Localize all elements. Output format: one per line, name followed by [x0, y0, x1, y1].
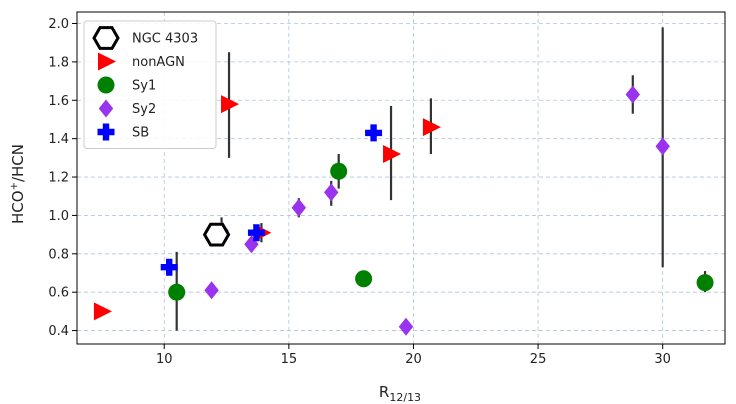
y-tick-label: 2.0	[48, 17, 69, 32]
plot-area-frame	[76, 11, 726, 345]
sb-point	[247, 224, 265, 242]
sy1-point	[168, 283, 186, 301]
legend-label-sy1: Sy1	[132, 79, 156, 94]
sb-point	[365, 124, 383, 142]
x-tick-label: 30	[654, 352, 671, 367]
y-tick-label: 1.4	[48, 132, 69, 147]
legend-marker-sb	[97, 123, 115, 141]
y-tick-label: 1.8	[48, 55, 69, 70]
y-tick-label: 1.2	[48, 171, 69, 186]
sy2-point	[398, 317, 414, 336]
x-tick-label: 25	[530, 352, 547, 367]
nonagn-point	[93, 302, 112, 321]
nonagn-point	[383, 145, 402, 164]
nonagn-point	[221, 95, 240, 114]
sy1-point	[330, 162, 348, 180]
legend-marker-ngc-4303	[92, 26, 120, 50]
sy2-point	[291, 198, 307, 217]
legend-label-nonagn: nonAGN	[132, 55, 185, 70]
sy2-point	[625, 85, 640, 104]
sy2-point	[204, 281, 219, 300]
axis-ticks: 10 15 20 25 30 0.4 0.6 0.8 1.0 1.2 1.4 1.6 1.8 2.0	[48, 17, 671, 367]
y-tick-label: 1.6	[48, 94, 69, 109]
error-bars	[175, 27, 707, 331]
x-axis-label: R12/13	[379, 383, 421, 404]
legend-marker-sy2	[98, 99, 114, 118]
legend-label-sy2: Sy2	[132, 102, 156, 117]
y-tick-label: 0.8	[48, 247, 69, 262]
x-tick-label: 15	[281, 352, 298, 367]
x-tick-label: 20	[405, 352, 422, 367]
y-axis-label: HCO+/HCN	[9, 144, 27, 224]
legend: NGC 4303 nonAGN Sy1 Sy2 SB	[83, 20, 217, 149]
x-tick-label: 10	[156, 352, 173, 367]
data-markers	[93, 85, 714, 336]
y-tick-label: 1.0	[48, 209, 69, 224]
y-tick-label: 0.4	[48, 324, 69, 339]
legend-marker-sy1	[97, 76, 115, 94]
legend-label-ngc-4303: NGC 4303	[132, 32, 198, 47]
legend-label-sb: SB	[132, 126, 149, 141]
sy2-point	[655, 137, 670, 156]
ngc-4303-point	[202, 222, 231, 247]
x-axis-label-main: R	[379, 383, 389, 401]
sb-point	[160, 258, 178, 276]
sy1-point	[355, 270, 373, 288]
y-tick-label: 0.6	[48, 286, 69, 301]
legend-box	[83, 20, 217, 149]
y-axis-label-superscript: +	[9, 182, 20, 190]
legend-marker-nonagn	[98, 52, 116, 71]
nonagn-point	[422, 118, 441, 137]
sy1-point	[696, 274, 714, 292]
y-axis-label-rest: /HCN	[9, 144, 27, 182]
y-axis-label-main: HCO	[9, 190, 27, 224]
x-axis-label-subscript: 12/13	[389, 391, 421, 404]
sy2-point	[324, 183, 339, 202]
